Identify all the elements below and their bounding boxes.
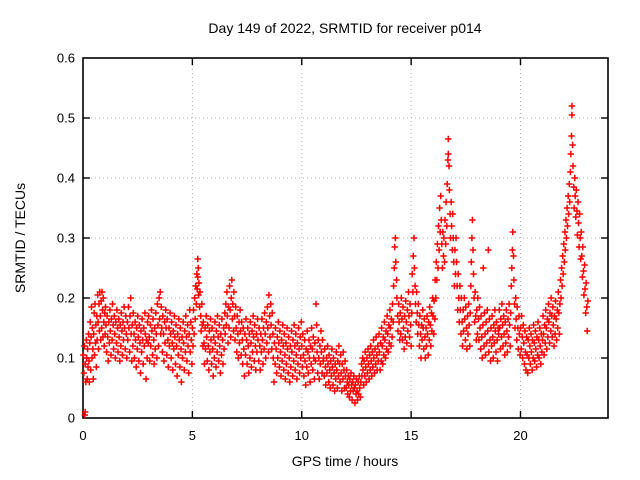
y-tick-label: 0.4 (57, 171, 75, 186)
x-tick-label: 10 (295, 428, 309, 443)
y-tick-label: 0.1 (57, 351, 75, 366)
y-tick-label: 0.5 (57, 111, 75, 126)
y-tick-label: 0.6 (57, 51, 75, 66)
tick-label-layer: 0 5 10 15 20 0 0.1 0.2 0.3 0.4 0.5 0.6 (57, 51, 528, 444)
data-points-layer (80, 102, 592, 419)
chart-title: Day 149 of 2022, SRMTID for receiver p01… (208, 20, 481, 36)
y-axis-label: SRMTID / TECUs (12, 183, 28, 293)
data-points (80, 102, 592, 419)
x-tick-label: 20 (513, 428, 527, 443)
x-tick-label: 5 (189, 428, 196, 443)
y-tick-label: 0.3 (57, 231, 75, 246)
x-tick-label: 0 (79, 428, 86, 443)
x-tick-label: 15 (404, 428, 418, 443)
y-tick-label: 0.2 (57, 291, 75, 306)
x-axis-label: GPS time / hours (292, 453, 399, 469)
y-tick-label: 0 (68, 411, 75, 426)
